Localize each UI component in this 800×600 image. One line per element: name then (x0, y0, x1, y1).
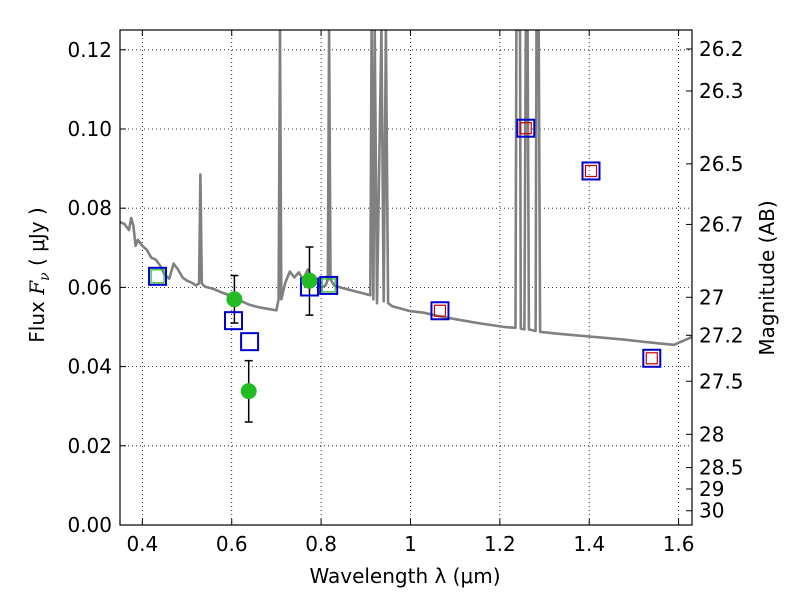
magnitude-tick-label: 28 (699, 422, 724, 446)
photometry-square-marker (581, 161, 601, 181)
x-tick-label: 1.6 (663, 532, 695, 556)
x-tick-label: 1.2 (484, 532, 516, 556)
photometry-square-marker (148, 266, 168, 286)
photometry-square-marker (319, 275, 339, 295)
y-tick-label: 0.04 (67, 355, 112, 379)
x-tick-label: 1 (404, 532, 417, 556)
x-axis-label: Wavelength λ (μm) (309, 564, 500, 588)
photometry-square-marker (584, 164, 598, 178)
y-axis-label-left: Flux Fν ( μJy ) (25, 207, 53, 342)
y-axis-label-prefix: Flux (25, 295, 49, 343)
plot-area (120, 30, 692, 423)
magnitude-tick-label: 27.2 (699, 323, 744, 347)
magnitude-tick-label: 26.5 (699, 152, 744, 176)
photometry-square-marker (430, 301, 450, 321)
photometry-square-marker (642, 348, 662, 368)
y-tick-label: 0.02 (67, 434, 112, 458)
y-axis-label-right: Magnitude (AB) (755, 200, 779, 355)
x-tick-label: 1.4 (573, 532, 605, 556)
photometry-square-marker (519, 122, 532, 135)
photometry-square-marker (321, 278, 336, 293)
measured-flux-point (240, 383, 257, 400)
y-axis-label-suffix: ( μJy ) (25, 207, 49, 272)
x-tick-label: 0.8 (305, 532, 337, 556)
y-tick-label: 0.08 (67, 196, 112, 220)
photometry-square-marker (150, 269, 165, 284)
measured-flux-point (226, 291, 243, 308)
grid (120, 30, 692, 526)
y-tick-label: 0.00 (67, 513, 112, 537)
measured-flux-point (301, 272, 318, 289)
photometry-square-marker (516, 118, 536, 138)
photometry-square-marker (240, 332, 260, 352)
magnitude-tick-label: 28.5 (699, 456, 744, 480)
ticks: 0.4 0.6 0.8 1 1.2 1.4 1.6 0.00 0.02 0.04 0.06 0.08 0… (67, 30, 744, 556)
photometry-square-marker (645, 352, 658, 365)
magnitude-tick-label: 27.5 (699, 369, 744, 393)
axes-box (119, 29, 693, 526)
photometry-square-marker (224, 311, 244, 331)
photometry-square-marker (433, 304, 447, 317)
x-tick-label: 0.6 (216, 532, 248, 556)
magnitude-tick-label: 26.3 (699, 79, 744, 103)
x-tick-label: 0.4 (126, 532, 158, 556)
magnitude-tick-label: 27 (699, 285, 724, 309)
y-axis-label-sub: ν (37, 272, 53, 281)
magnitude-tick-label: 30 (699, 499, 724, 523)
magnitude-tick-label: 26.2 (699, 37, 744, 61)
model-spectrum-line (120, 30, 692, 347)
y-tick-label: 0.10 (67, 117, 112, 141)
y-tick-label: 0.12 (67, 38, 112, 62)
magnitude-tick-label: 29 (699, 477, 724, 501)
magnitude-tick-label: 26.7 (699, 212, 744, 236)
y-axis-label-symbol: F (25, 280, 49, 296)
plot-frame (119, 29, 693, 526)
y-tick-label: 0.06 (67, 275, 112, 299)
